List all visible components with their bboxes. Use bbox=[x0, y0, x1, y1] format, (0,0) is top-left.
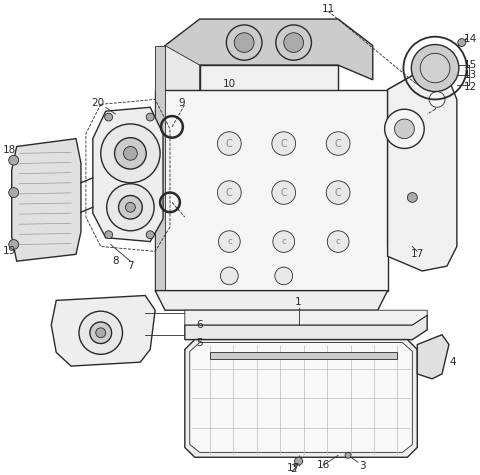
Text: 6: 6 bbox=[196, 320, 203, 330]
Polygon shape bbox=[51, 295, 155, 366]
Text: 20: 20 bbox=[91, 98, 104, 108]
Polygon shape bbox=[185, 315, 427, 340]
Text: c: c bbox=[227, 237, 232, 246]
Circle shape bbox=[96, 328, 106, 338]
Circle shape bbox=[218, 231, 240, 252]
Polygon shape bbox=[185, 340, 417, 457]
Text: 5: 5 bbox=[196, 338, 203, 348]
Circle shape bbox=[105, 113, 113, 121]
Circle shape bbox=[146, 113, 154, 121]
Circle shape bbox=[90, 322, 112, 343]
Circle shape bbox=[107, 184, 154, 231]
Polygon shape bbox=[388, 70, 422, 247]
Circle shape bbox=[326, 181, 350, 204]
Circle shape bbox=[395, 119, 414, 139]
Polygon shape bbox=[165, 46, 200, 109]
Polygon shape bbox=[155, 90, 388, 291]
Circle shape bbox=[9, 155, 19, 165]
Circle shape bbox=[272, 132, 296, 155]
Circle shape bbox=[295, 457, 302, 465]
Text: C: C bbox=[335, 139, 342, 149]
Circle shape bbox=[79, 311, 122, 354]
Text: C: C bbox=[280, 139, 287, 149]
Text: 9: 9 bbox=[179, 98, 185, 108]
Circle shape bbox=[105, 231, 113, 238]
Polygon shape bbox=[165, 19, 373, 80]
Text: 19: 19 bbox=[3, 247, 16, 256]
Text: C: C bbox=[226, 139, 233, 149]
Text: C: C bbox=[335, 188, 342, 198]
Circle shape bbox=[275, 267, 293, 285]
Circle shape bbox=[327, 231, 349, 252]
Text: 3: 3 bbox=[360, 461, 366, 471]
Circle shape bbox=[429, 92, 445, 107]
Text: 12: 12 bbox=[464, 82, 477, 92]
Circle shape bbox=[9, 239, 19, 249]
Circle shape bbox=[220, 267, 238, 285]
Circle shape bbox=[284, 33, 303, 52]
Circle shape bbox=[119, 196, 142, 219]
Polygon shape bbox=[155, 46, 165, 291]
Polygon shape bbox=[417, 335, 449, 379]
Circle shape bbox=[115, 138, 146, 169]
Text: 15: 15 bbox=[464, 60, 477, 70]
Circle shape bbox=[276, 25, 312, 60]
Circle shape bbox=[234, 33, 254, 52]
Circle shape bbox=[326, 132, 350, 155]
Circle shape bbox=[101, 124, 160, 183]
Text: 14: 14 bbox=[464, 34, 477, 44]
Circle shape bbox=[146, 231, 154, 238]
Text: 17: 17 bbox=[411, 249, 424, 259]
Circle shape bbox=[408, 192, 417, 202]
Text: 16: 16 bbox=[317, 460, 330, 470]
Polygon shape bbox=[388, 70, 457, 271]
Text: 1: 1 bbox=[295, 297, 302, 307]
Polygon shape bbox=[185, 310, 427, 325]
Text: 8: 8 bbox=[112, 256, 119, 266]
Circle shape bbox=[345, 452, 351, 458]
Text: 17: 17 bbox=[287, 463, 300, 473]
Circle shape bbox=[384, 109, 424, 149]
Circle shape bbox=[227, 25, 262, 60]
Circle shape bbox=[217, 132, 241, 155]
Circle shape bbox=[420, 53, 450, 83]
Polygon shape bbox=[93, 107, 163, 242]
Polygon shape bbox=[12, 139, 81, 261]
Text: 4: 4 bbox=[450, 357, 456, 367]
Circle shape bbox=[458, 38, 466, 47]
Text: C: C bbox=[226, 188, 233, 198]
Circle shape bbox=[9, 188, 19, 198]
Text: 13: 13 bbox=[464, 70, 477, 80]
Polygon shape bbox=[200, 65, 338, 109]
Circle shape bbox=[411, 45, 459, 92]
Circle shape bbox=[125, 202, 135, 212]
Text: 11: 11 bbox=[322, 4, 335, 14]
Circle shape bbox=[123, 146, 137, 160]
Polygon shape bbox=[210, 352, 397, 359]
Text: c: c bbox=[336, 237, 340, 246]
Circle shape bbox=[272, 181, 296, 204]
Text: C: C bbox=[280, 188, 287, 198]
Circle shape bbox=[217, 181, 241, 204]
Text: 2: 2 bbox=[290, 464, 297, 474]
Text: 10: 10 bbox=[223, 79, 236, 89]
Text: 7: 7 bbox=[127, 261, 134, 271]
Text: 18: 18 bbox=[3, 145, 16, 155]
Polygon shape bbox=[155, 291, 388, 310]
Circle shape bbox=[273, 231, 295, 252]
Text: c: c bbox=[281, 237, 286, 246]
Polygon shape bbox=[190, 342, 412, 452]
